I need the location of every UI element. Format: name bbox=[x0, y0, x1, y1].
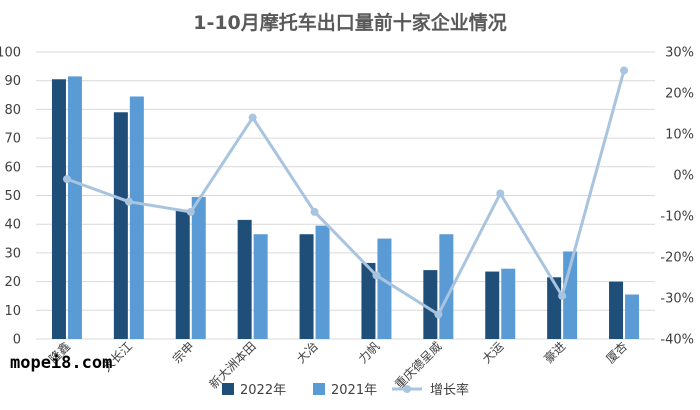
bar-2022-9 bbox=[609, 281, 624, 339]
bar-2021-1 bbox=[129, 96, 144, 339]
bar-2022-6 bbox=[423, 270, 438, 339]
bar-2022-1 bbox=[113, 112, 128, 340]
growth-rate-point-6 bbox=[434, 310, 443, 319]
left-axis-tick-label: 100 bbox=[0, 46, 21, 61]
bar-2022-3 bbox=[237, 219, 252, 339]
legend-label-2021: 2021年 bbox=[331, 383, 377, 398]
bars bbox=[51, 76, 640, 340]
left-axis-tick-labels: 0 10 20 30 40 50 60 70 80 90 100 bbox=[0, 46, 21, 348]
legend-swatch-2021 bbox=[313, 383, 325, 395]
chart-title: 1-10月摩托车出口量前十家企业情况 bbox=[193, 11, 507, 34]
left-axis-tick-label: 40 bbox=[4, 218, 21, 233]
left-axis-tick-label: 70 bbox=[4, 132, 21, 147]
left-axis-tick-label: 80 bbox=[4, 103, 21, 118]
right-axis-tick-label: -10% bbox=[660, 210, 694, 225]
bar-2022-2 bbox=[175, 209, 190, 339]
growth-rate-point-3 bbox=[248, 113, 257, 122]
bar-2022-5 bbox=[361, 262, 376, 339]
bar-2021-8 bbox=[563, 251, 578, 339]
left-axis-tick-label: 50 bbox=[4, 189, 21, 204]
bar-2021-0 bbox=[67, 76, 82, 340]
growth-rate-line bbox=[62, 66, 629, 319]
growth-rate-point-5 bbox=[372, 271, 381, 280]
left-axis-tick-label: 90 bbox=[4, 74, 21, 89]
bar-2021-9 bbox=[625, 294, 640, 339]
growth-rate-point-2 bbox=[186, 207, 195, 216]
legend-label-growth: 增长率 bbox=[430, 382, 469, 398]
bar-2022-0 bbox=[51, 79, 66, 339]
right-axis-tick-label: -40% bbox=[660, 333, 694, 348]
bar-2021-4 bbox=[315, 225, 330, 339]
bar-2021-7 bbox=[501, 268, 516, 339]
right-axis-tick-label: -30% bbox=[660, 292, 694, 307]
left-axis-tick-label: 20 bbox=[4, 275, 21, 290]
growth-rate-point-0 bbox=[62, 175, 71, 184]
legend-marker-growth bbox=[403, 385, 411, 393]
growth-rate-point-9 bbox=[620, 66, 629, 75]
bar-2022-7 bbox=[485, 271, 500, 339]
growth-rate-point-8 bbox=[558, 291, 567, 300]
bar-2021-6 bbox=[439, 234, 454, 339]
growth-rate-point-4 bbox=[310, 207, 319, 216]
right-axis-tick-label: 30% bbox=[665, 46, 694, 61]
left-axis-tick-label: 10 bbox=[4, 304, 21, 319]
bar-2021-2 bbox=[191, 196, 206, 339]
right-axis-tick-label: 20% bbox=[665, 87, 694, 102]
left-axis-tick-label: 60 bbox=[4, 160, 21, 175]
right-axis-tick-label: -20% bbox=[660, 251, 694, 266]
left-axis-tick-label: 30 bbox=[4, 246, 21, 261]
bar-2022-4 bbox=[299, 234, 314, 339]
right-axis-tick-label: 10% bbox=[665, 128, 694, 143]
legend-label-2022: 2022年 bbox=[240, 383, 286, 398]
watermark: mopei8.com bbox=[10, 353, 112, 373]
bar-2021-5 bbox=[377, 238, 392, 339]
bar-2021-3 bbox=[253, 234, 268, 339]
growth-rate-point-1 bbox=[124, 197, 133, 206]
right-axis-tick-label: 0% bbox=[673, 169, 694, 184]
bar-2022-8 bbox=[547, 277, 562, 339]
right-axis-tick-labels: -40% -30% -20% -10% 0% 10% 20% 30% bbox=[660, 46, 694, 348]
legend: 2022年 2021年 增长率 bbox=[222, 382, 469, 398]
growth-rate-point-7 bbox=[496, 189, 505, 198]
growth-rate-polyline bbox=[66, 70, 626, 316]
legend-swatch-2022 bbox=[222, 383, 234, 395]
left-axis-tick-label: 0 bbox=[13, 333, 21, 348]
